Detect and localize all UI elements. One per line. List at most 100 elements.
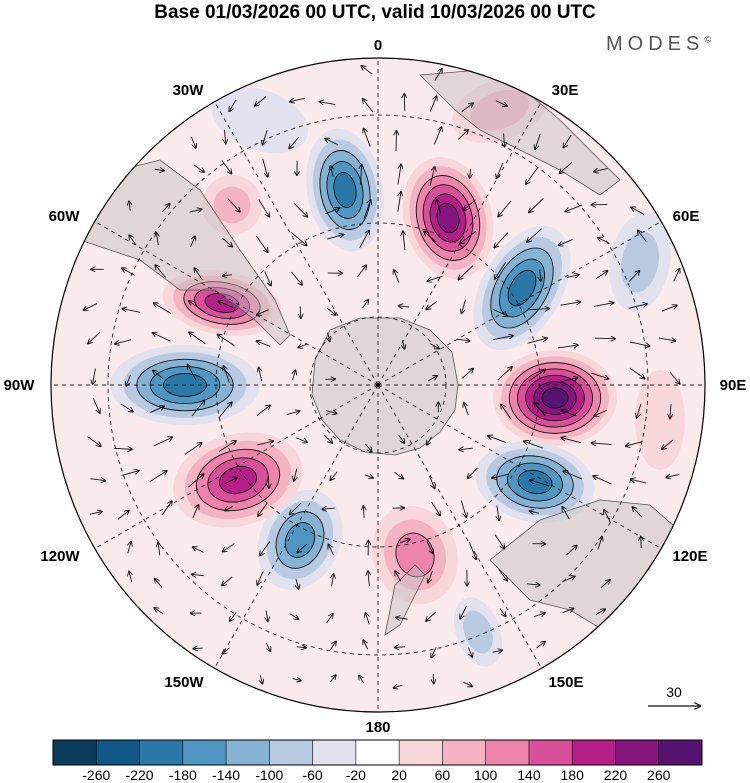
wind-vector (396, 131, 397, 151)
meridians (51, 58, 705, 712)
wind-vector (395, 647, 406, 648)
wind-vector (298, 344, 308, 347)
wind-vector (223, 647, 230, 654)
wind-vector (188, 474, 203, 488)
wind-vector (395, 571, 402, 582)
wind-vector (325, 208, 339, 215)
wind-vector (566, 546, 577, 556)
wind-vector (464, 199, 476, 210)
colorbar-tick-label: 20 (391, 767, 407, 783)
wind-vector (470, 168, 471, 178)
wind-vector (593, 476, 612, 485)
wind-vector (258, 199, 269, 216)
meridian-line (377, 384, 542, 669)
wind-vector (561, 378, 577, 383)
wind-vector (363, 640, 369, 650)
wind-vector (534, 402, 546, 417)
wind-vector (295, 437, 307, 443)
wind-vector (359, 231, 369, 249)
wind-vector (294, 468, 297, 481)
wind-vector (429, 167, 435, 186)
colorbar-swatch (312, 740, 357, 765)
colorbar-tick-label: -140 (212, 767, 240, 783)
lon-label-90e: 90E (720, 377, 747, 394)
wind-vector (669, 371, 680, 384)
wind-vector (189, 209, 202, 212)
wind-vector (426, 611, 437, 621)
colorbar-tick-label: -60 (302, 767, 322, 783)
wind-vector (320, 102, 336, 105)
wind-vector (637, 403, 642, 418)
wind-vector (492, 650, 503, 652)
wind-vector (225, 505, 233, 510)
wind-vector (357, 265, 366, 278)
anomaly-contour (284, 522, 316, 558)
wind-vector (492, 473, 509, 478)
wind-vector (258, 502, 268, 516)
wind-vector (595, 271, 607, 280)
wind-vector (592, 443, 612, 444)
wind-vector (222, 576, 233, 585)
colorbar-swatch (485, 740, 530, 765)
wind-vector (495, 100, 507, 107)
wind-vector (291, 232, 306, 246)
wind-vector (364, 475, 373, 478)
wind-vector (457, 130, 468, 140)
wind-vector (153, 333, 171, 342)
colorbar-tick-label: -180 (169, 767, 197, 783)
wind-vector (262, 158, 268, 177)
wind-vector (325, 139, 339, 146)
wind-vector (162, 204, 169, 213)
lon-label-60e: 60E (673, 208, 700, 225)
wind-vector (563, 471, 583, 480)
lon-label-180: 180 (365, 719, 390, 736)
wind-vector (495, 261, 507, 279)
wind-vector (289, 137, 299, 148)
wind-vector (192, 505, 199, 519)
wind-vector (260, 675, 262, 683)
wind-vector (362, 300, 369, 309)
wind-vector (193, 164, 204, 172)
wind-vector (600, 580, 610, 589)
wind-vector (223, 275, 232, 276)
wind-vector (155, 579, 163, 588)
wind-vector (461, 369, 473, 379)
wind-vector (290, 97, 306, 101)
meridian-line (377, 384, 662, 549)
meridian-line (377, 101, 542, 386)
wind-vector (403, 231, 405, 251)
lon-label-60w: 60W (49, 208, 81, 225)
wind-vector (129, 571, 132, 582)
wind-vector (628, 271, 639, 282)
wind-vector (431, 501, 440, 515)
wind-vector (628, 304, 648, 309)
wind-vector (499, 608, 506, 617)
colorbar-swatch (96, 740, 141, 765)
wind-vector (188, 365, 197, 381)
wind-vector (459, 448, 473, 450)
wind-vector (398, 434, 405, 443)
wind-vector (359, 675, 364, 684)
wind-vector (559, 238, 573, 245)
wind-vector (529, 309, 549, 310)
wind-vector (264, 271, 271, 285)
lon-label-120e: 120E (672, 548, 707, 565)
anomaly-contour (213, 186, 251, 224)
map-title: Base 01/03/2026 00 UTC, valid 10/03/2026… (154, 2, 596, 23)
wind-vector (431, 647, 437, 657)
wind-vector (265, 642, 270, 651)
wind-vector (149, 471, 167, 483)
colorbar-tick-label: -220 (126, 767, 154, 783)
wind-vector (527, 338, 547, 344)
wind-vector (361, 66, 373, 75)
wind-vector (293, 370, 296, 381)
wind-vector (92, 398, 99, 413)
colorbar-swatch (139, 740, 184, 765)
wind-vector (156, 233, 158, 246)
wind-vector (459, 265, 474, 280)
wind-vector (638, 230, 647, 242)
wind-vector (498, 569, 507, 580)
wind-vector (461, 299, 466, 314)
wind-vector (666, 474, 679, 477)
